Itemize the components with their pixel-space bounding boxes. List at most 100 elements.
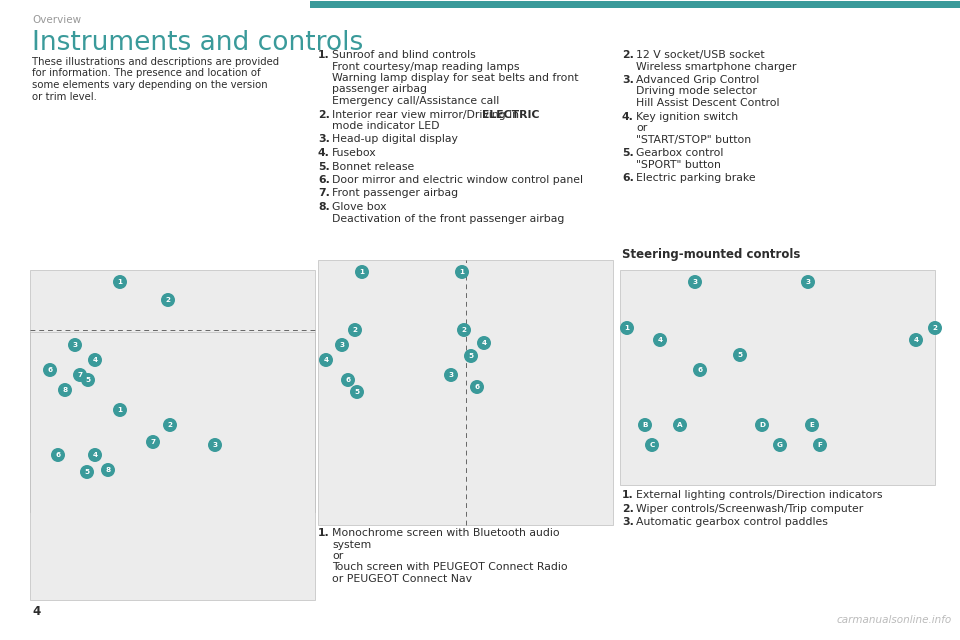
Circle shape xyxy=(88,353,102,367)
Text: Monochrome screen with Bluetooth audio: Monochrome screen with Bluetooth audio xyxy=(332,528,560,538)
Text: 4.: 4. xyxy=(318,148,330,158)
Circle shape xyxy=(319,353,333,367)
Text: 6: 6 xyxy=(47,367,53,373)
Circle shape xyxy=(928,321,942,335)
Text: Overview: Overview xyxy=(32,15,82,25)
FancyBboxPatch shape xyxy=(620,270,935,485)
Circle shape xyxy=(341,373,355,387)
Text: E: E xyxy=(809,422,814,428)
Text: 2.: 2. xyxy=(622,504,634,513)
Text: G: G xyxy=(777,442,783,448)
Text: or: or xyxy=(332,551,344,561)
Circle shape xyxy=(355,265,369,279)
Text: Gearbox control: Gearbox control xyxy=(636,148,724,158)
Text: or: or xyxy=(636,123,647,133)
Text: 4: 4 xyxy=(324,357,328,363)
Circle shape xyxy=(805,418,819,432)
Text: 1: 1 xyxy=(117,407,123,413)
Circle shape xyxy=(348,323,362,337)
Circle shape xyxy=(477,336,491,350)
Circle shape xyxy=(813,438,827,452)
Text: A: A xyxy=(677,422,683,428)
Circle shape xyxy=(335,338,349,352)
FancyBboxPatch shape xyxy=(318,260,613,525)
Text: 6.: 6. xyxy=(622,173,634,183)
Text: 5: 5 xyxy=(84,469,89,475)
Circle shape xyxy=(470,380,484,394)
Text: B: B xyxy=(642,422,648,428)
Text: 2: 2 xyxy=(165,297,171,303)
Circle shape xyxy=(208,438,222,452)
Text: 3: 3 xyxy=(448,372,453,378)
Text: 6: 6 xyxy=(474,384,480,390)
Text: for information. The presence and location of: for information. The presence and locati… xyxy=(32,68,260,79)
Text: Deactivation of the front passenger airbag: Deactivation of the front passenger airb… xyxy=(332,214,564,223)
Circle shape xyxy=(673,418,687,432)
Text: 7: 7 xyxy=(78,372,83,378)
Text: 5: 5 xyxy=(737,352,743,358)
Text: 4: 4 xyxy=(92,452,98,458)
Text: 2: 2 xyxy=(462,327,467,333)
Text: or trim level.: or trim level. xyxy=(32,92,97,102)
Text: 4.: 4. xyxy=(622,111,634,122)
Circle shape xyxy=(688,275,702,289)
Circle shape xyxy=(80,465,94,479)
Circle shape xyxy=(457,323,471,337)
Text: 5.: 5. xyxy=(318,161,329,172)
Text: 6: 6 xyxy=(697,367,703,373)
FancyBboxPatch shape xyxy=(310,1,960,8)
Text: 1: 1 xyxy=(625,325,630,331)
Text: 4: 4 xyxy=(482,340,487,346)
Text: Warning lamp display for seat belts and front: Warning lamp display for seat belts and … xyxy=(332,73,579,83)
Text: Driving mode selector: Driving mode selector xyxy=(636,86,756,97)
Text: Advanced Grip Control: Advanced Grip Control xyxy=(636,75,759,85)
Circle shape xyxy=(113,275,127,289)
Text: 5: 5 xyxy=(354,389,360,395)
Circle shape xyxy=(146,435,160,449)
Circle shape xyxy=(444,368,458,382)
Text: "SPORT" button: "SPORT" button xyxy=(636,159,721,170)
Circle shape xyxy=(68,338,82,352)
Text: Fusebox: Fusebox xyxy=(332,148,376,158)
Circle shape xyxy=(163,418,177,432)
Text: 2: 2 xyxy=(167,422,173,428)
Text: 3.: 3. xyxy=(318,134,330,145)
Text: "START/STOP" button: "START/STOP" button xyxy=(636,134,751,145)
Text: some elements vary depending on the version: some elements vary depending on the vers… xyxy=(32,80,268,90)
Text: 4: 4 xyxy=(658,337,662,343)
Circle shape xyxy=(73,368,87,382)
Text: 3: 3 xyxy=(73,342,78,348)
Text: 8.: 8. xyxy=(318,202,329,212)
Text: 3: 3 xyxy=(212,442,218,448)
Text: 5.: 5. xyxy=(622,148,634,158)
Text: External lighting controls/Direction indicators: External lighting controls/Direction ind… xyxy=(636,490,882,500)
Text: 3.: 3. xyxy=(622,517,634,527)
Text: Door mirror and electric window control panel: Door mirror and electric window control … xyxy=(332,175,583,185)
Text: Emergency call/Assistance call: Emergency call/Assistance call xyxy=(332,96,499,106)
Circle shape xyxy=(101,463,115,477)
Text: Hill Assist Descent Control: Hill Assist Descent Control xyxy=(636,98,780,108)
Circle shape xyxy=(755,418,769,432)
Text: Sunroof and blind controls: Sunroof and blind controls xyxy=(332,50,476,60)
Text: Bonnet release: Bonnet release xyxy=(332,161,415,172)
Text: 2.: 2. xyxy=(318,109,330,120)
Text: system: system xyxy=(332,540,372,550)
Text: Steering-mounted controls: Steering-mounted controls xyxy=(622,248,801,261)
Text: 8: 8 xyxy=(106,467,110,473)
Circle shape xyxy=(638,418,652,432)
Text: Wireless smartphone charger: Wireless smartphone charger xyxy=(636,61,797,72)
Text: Front courtesy/map reading lamps: Front courtesy/map reading lamps xyxy=(332,61,519,72)
Text: carmanualsonline.info: carmanualsonline.info xyxy=(837,615,952,625)
Text: 6.: 6. xyxy=(318,175,330,185)
Circle shape xyxy=(464,349,478,363)
Text: Touch screen with PEUGEOT Connect Radio: Touch screen with PEUGEOT Connect Radio xyxy=(332,563,567,573)
Text: 2: 2 xyxy=(932,325,938,331)
Text: ELECTRIC: ELECTRIC xyxy=(482,109,540,120)
FancyBboxPatch shape xyxy=(30,332,315,600)
Text: Automatic gearbox control paddles: Automatic gearbox control paddles xyxy=(636,517,828,527)
Text: Glove box: Glove box xyxy=(332,202,387,212)
Text: passenger airbag: passenger airbag xyxy=(332,84,427,95)
Text: C: C xyxy=(649,442,655,448)
Text: 6: 6 xyxy=(56,452,60,458)
Text: 3.: 3. xyxy=(622,75,634,85)
